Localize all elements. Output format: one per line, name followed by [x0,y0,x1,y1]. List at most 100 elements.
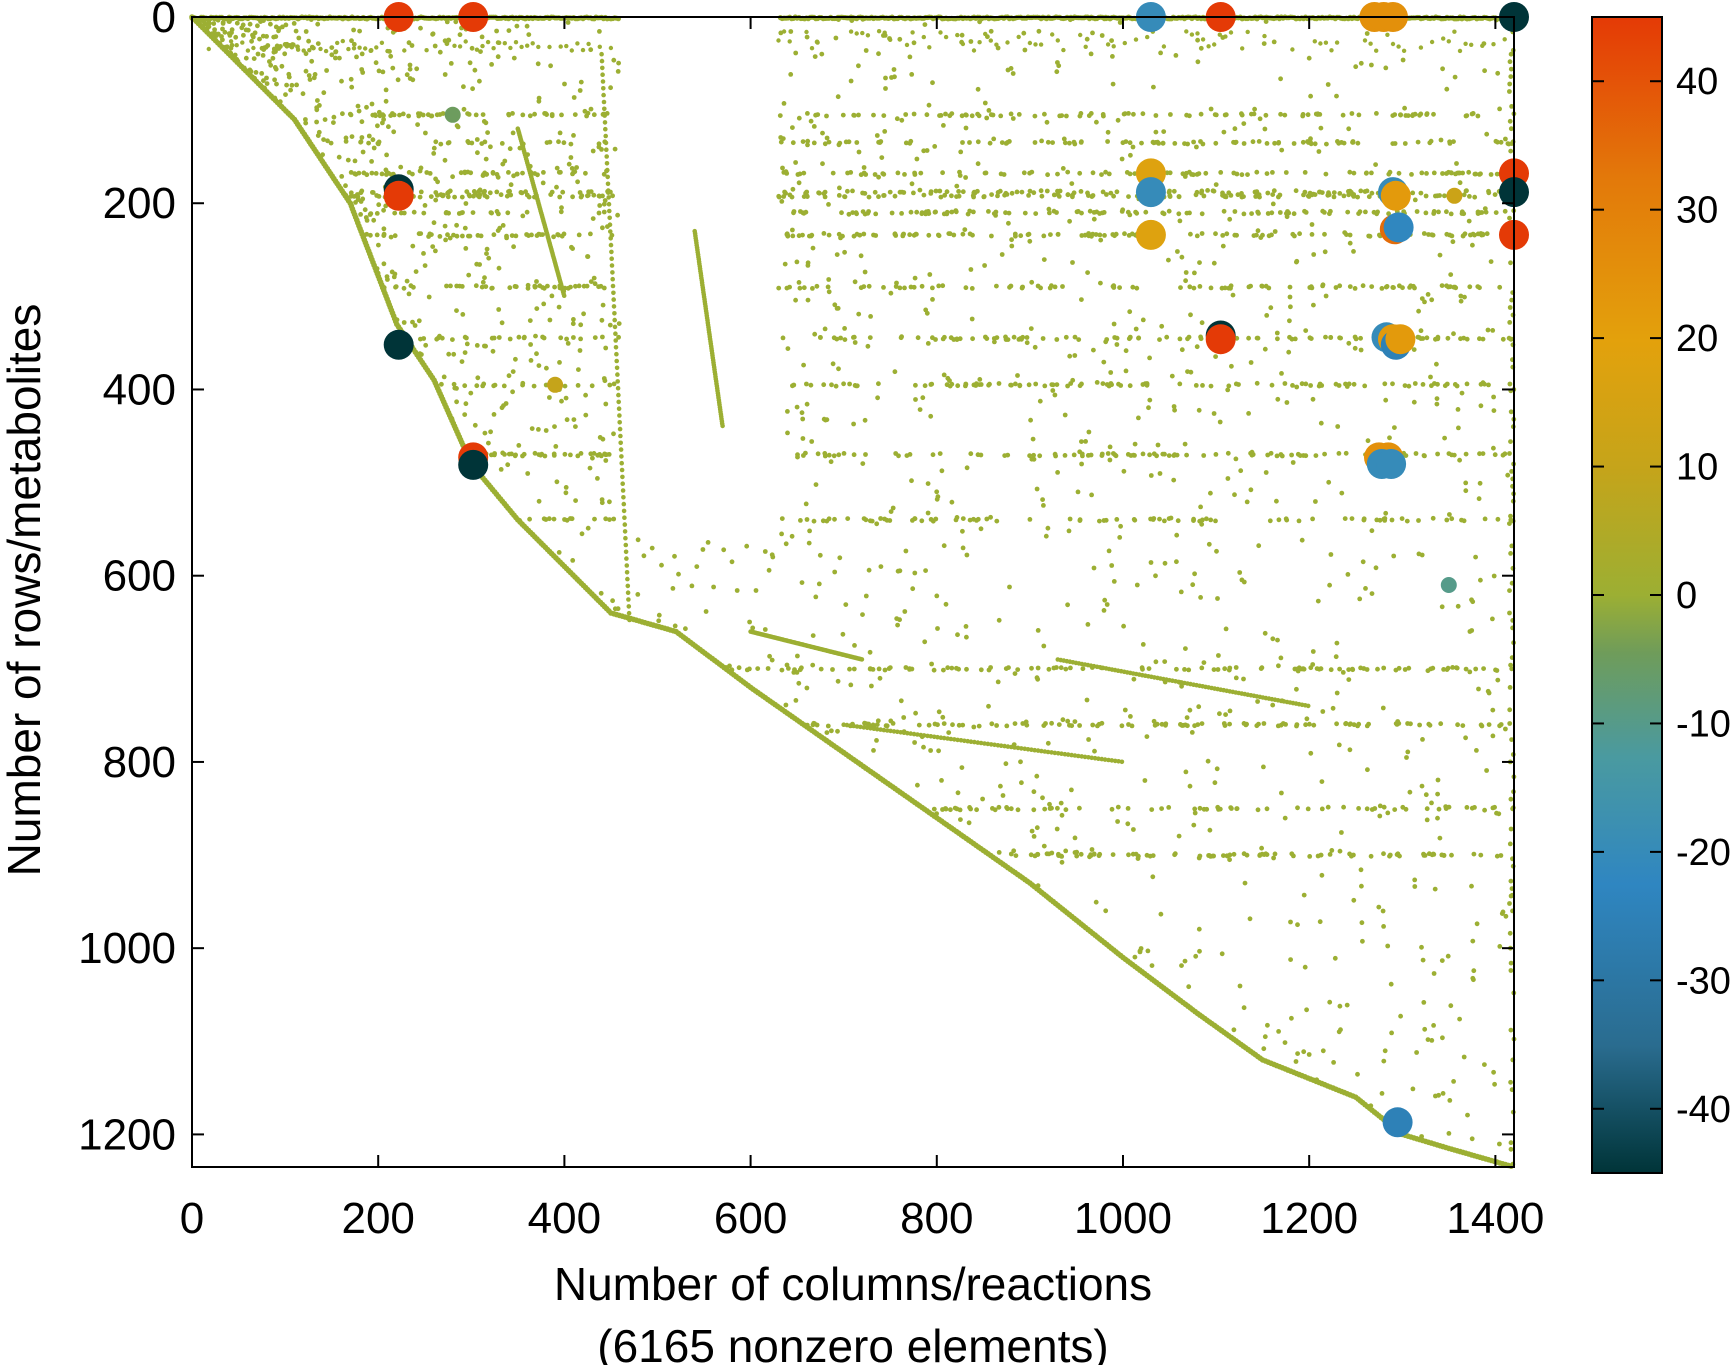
nonzero-dot [1146,666,1152,671]
nonzero-dot [400,111,406,117]
nonzero-dot [943,111,948,117]
nonzero-dot [934,593,940,599]
nonzero-dot [1346,677,1352,682]
nonzero-dot [1241,721,1247,726]
nonzero-dot [971,209,976,215]
nonzero-dot [1099,172,1104,178]
nonzero-dot [907,452,913,457]
nonzero-dot [1503,136,1508,142]
nonzero-dot [561,231,567,237]
nonzero-dot [1118,523,1123,529]
nonzero-dot [1271,188,1277,194]
nonzero-dot [1009,243,1015,249]
nonzero-dot [571,95,577,100]
nonzero-dot [1197,948,1202,954]
nonzero-dot [1420,382,1426,387]
nonzero-dot [1028,852,1034,858]
nonzero-dot [268,62,274,68]
nonzero-dot [1023,719,1029,725]
nonzero-dot [374,232,380,238]
nonzero-dot [1084,697,1090,703]
nonzero-dot [928,517,934,522]
nonzero-dot [1486,690,1492,696]
nonzero-dot [894,280,899,286]
nonzero-dot [527,516,532,522]
nonzero-dot [526,194,532,200]
nonzero-dot [585,525,591,531]
nonzero-dot [826,289,832,295]
nonzero-dot [785,346,791,351]
nonzero-dot [1221,208,1227,214]
nonzero-dot [1275,336,1280,342]
nonzero-dot [1206,541,1212,547]
nonzero-dot [1313,499,1318,504]
nonzero-dot [374,211,380,216]
nonzero-dot [609,263,615,268]
nonzero-dot [1419,296,1425,301]
nonzero-dot [778,30,784,36]
nonzero-dot [489,62,494,67]
nonzero-dot [804,685,810,691]
nonzero-dot [670,586,676,591]
nonzero-dot [361,170,367,176]
nonzero-dot [496,211,501,217]
nonzero-dot [316,129,322,135]
nonzero-dot [1428,138,1434,144]
nonzero-dot [486,255,492,261]
nonzero-dot [1272,140,1277,146]
nonzero-dot [1498,139,1504,145]
nonzero-dot [1228,283,1234,289]
nonzero-dot [446,351,452,357]
nonzero-dot [872,189,878,195]
nonzero-dot [1111,579,1117,584]
nonzero-dot [1269,382,1275,388]
nonzero-dot [854,383,860,389]
nonzero-dot [959,39,964,45]
nonzero-dot [241,32,246,38]
nonzero-dot [1346,340,1352,346]
nonzero-dot [492,451,497,456]
nonzero-dot [1258,235,1264,241]
nonzero-dot [993,213,998,218]
nonzero-dot [1331,1060,1336,1065]
nonzero-dot [1261,1046,1267,1052]
nonzero-dot [381,231,387,237]
nonzero-dot [1491,573,1497,579]
nonzero-dot [388,234,394,240]
nonzero-dot [590,455,595,461]
nonzero-dot [227,50,232,56]
nonzero-dot [835,728,840,734]
nonzero-dot [259,71,265,76]
nonzero-dot [1310,191,1316,197]
nonzero-dot [1339,490,1345,496]
nonzero-dot [506,28,512,33]
nonzero-dot [1325,192,1331,198]
nonzero-dot [784,662,790,668]
nonzero-dot [1047,806,1053,811]
nonzero-dot [804,381,809,387]
nonzero-dot [934,489,940,495]
nonzero-dot [877,675,883,681]
nonzero-dot [1421,231,1427,236]
nonzero-dot [597,203,603,208]
nonzero-dot [869,518,875,524]
nonzero-dot [928,191,934,196]
nonzero-dot [348,190,354,196]
nonzero-dot [513,40,519,45]
nonzero-dot [611,431,616,437]
nonzero-dot [1090,722,1096,728]
nonzero-dot [1248,360,1254,365]
nonzero-dot [994,723,999,728]
nonzero-dot [986,209,991,214]
nonzero-dot [348,194,354,199]
nonzero-dot [1412,877,1418,883]
nonzero-dot [433,139,439,145]
nonzero-dot [616,321,622,326]
nonzero-dot [568,516,573,521]
nonzero-dot [624,563,630,568]
nonzero-dot [441,374,447,380]
nonzero-dot [1301,666,1307,672]
nonzero-dot [1424,111,1430,116]
nonzero-dot [442,223,448,229]
nonzero-dot [335,40,340,46]
